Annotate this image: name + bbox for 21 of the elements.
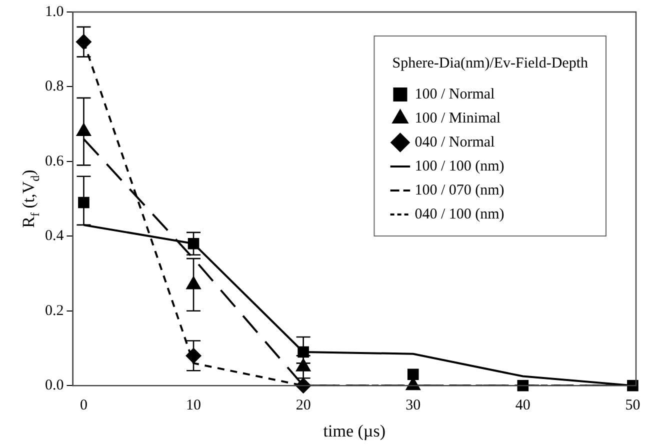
legend-label: 100 / 070 (nm) bbox=[414, 182, 504, 198]
y-tick-label: 0.8 bbox=[45, 78, 64, 95]
x-tick-label: 40 bbox=[515, 398, 530, 414]
legend-label: 100 / Minimal bbox=[414, 110, 501, 126]
x-tick-label: 20 bbox=[296, 398, 311, 414]
x-tick-label: 0 bbox=[80, 398, 88, 414]
legend-label: 100 / 100 (nm) bbox=[414, 158, 504, 174]
y-tick-label: 0.4 bbox=[45, 228, 64, 244]
y-tick-label: 0.0 bbox=[45, 378, 64, 394]
x-tick-label: 30 bbox=[406, 398, 421, 414]
legend-label: 040 / 100 (nm) bbox=[414, 206, 504, 222]
legend-label: 100 / Normal bbox=[414, 86, 495, 102]
y-tick-label: 0.2 bbox=[45, 302, 64, 319]
x-tick-label: 10 bbox=[186, 398, 202, 414]
y-tick-label: 1.0 bbox=[45, 4, 64, 20]
y-axis-title: Rf (t,Vd) bbox=[19, 170, 42, 228]
x-tick-label: 50 bbox=[625, 398, 640, 414]
x-axis-title: time (µs) bbox=[323, 421, 386, 440]
legend-title: Sphere-Dia(nm)/Ev-Field-Depth bbox=[392, 55, 588, 72]
y-tick-label: 0.6 bbox=[45, 153, 64, 170]
legend-label: 040 / Normal bbox=[414, 134, 495, 150]
